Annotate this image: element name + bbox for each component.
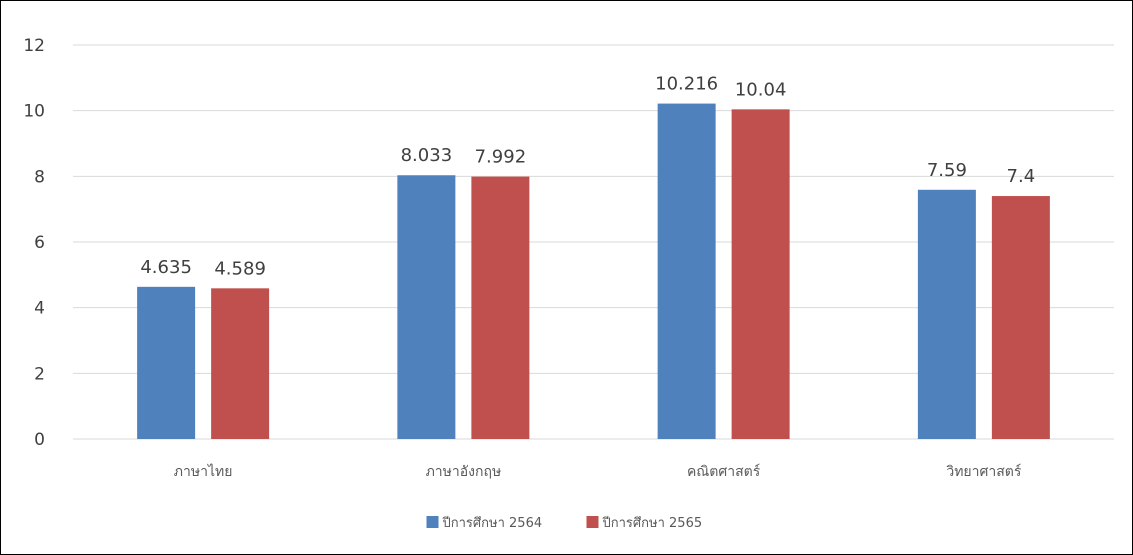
y-tick-label: 12	[23, 36, 45, 56]
legend: ปีการศึกษา 2564 ปีการศึกษา 2565	[426, 515, 702, 531]
legend-label: ปีการศึกษา 2565	[601, 515, 702, 531]
y-tick-label: 2	[34, 364, 45, 384]
bar-series-1-cat-3	[657, 103, 716, 439]
bar-series-2-cat-3	[731, 109, 790, 439]
bar-series-2-cat-2	[471, 176, 530, 439]
data-label: 4.589	[214, 258, 266, 279]
bar-series-2-cat-4	[991, 196, 1050, 439]
category-label: ภาษาอังกฤษ	[426, 464, 502, 480]
data-label: 10.216	[655, 74, 718, 95]
data-label: 7.4	[1007, 166, 1036, 187]
legend-swatch	[586, 516, 599, 528]
category-label: วิทยาศาสตร์	[946, 463, 1022, 480]
x-axis-categories: ภาษาไทย ภาษาอังกฤษ คณิตศาสตร์ วิทยาศาสตร์	[174, 463, 1022, 480]
bar-series-1-cat-1	[137, 286, 196, 439]
y-tick-label: 4	[34, 299, 45, 319]
data-label: 10.04	[735, 79, 787, 100]
bar-series-1-cat-4	[917, 189, 976, 439]
legend-item-2: ปีการศึกษา 2565	[586, 515, 702, 531]
y-tick-label: 8	[34, 167, 45, 187]
data-label: 7.59	[927, 160, 967, 181]
y-axis-ticks: 0 2 4 6 8 10 12	[23, 36, 45, 450]
data-label: 7.992	[475, 147, 527, 168]
y-tick-label: 0	[34, 430, 45, 450]
y-tick-label: 10	[23, 102, 45, 122]
bars	[137, 103, 1050, 440]
legend-item-1: ปีการศึกษา 2564	[426, 515, 542, 531]
y-tick-label: 6	[34, 233, 45, 253]
category-label: ภาษาไทย	[174, 463, 233, 480]
data-label: 8.033	[401, 145, 453, 166]
data-label: 4.635	[140, 257, 192, 278]
legend-label: ปีการศึกษา 2564	[441, 515, 542, 531]
bar-series-1-cat-2	[397, 175, 456, 440]
legend-swatch	[426, 516, 439, 528]
data-labels: 4.635 4.589 8.033 7.992 10.216 10.04 7.59 7.4	[140, 74, 1035, 280]
bar-series-2-cat-1	[211, 288, 270, 439]
category-label: คณิตศาสตร์	[687, 463, 761, 480]
